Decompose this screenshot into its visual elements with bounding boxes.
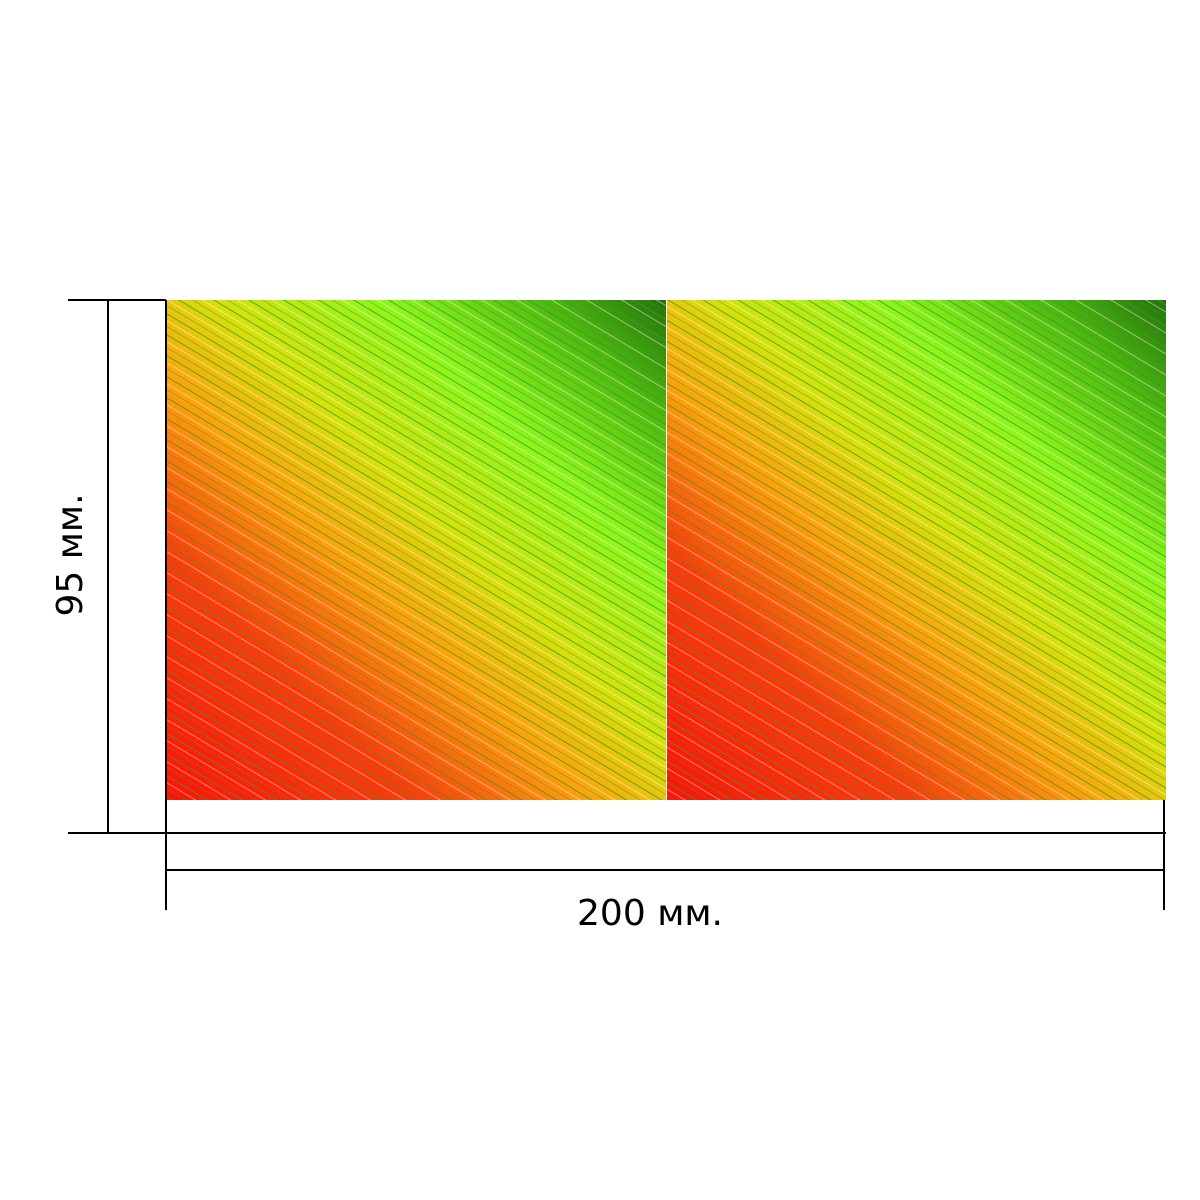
dimension-lines	[68, 299, 1166, 910]
panel-right	[667, 300, 1166, 800]
width-label: 200 мм.	[577, 893, 723, 934]
panel-left	[166, 300, 666, 800]
height-label: 95 мм.	[50, 493, 91, 616]
